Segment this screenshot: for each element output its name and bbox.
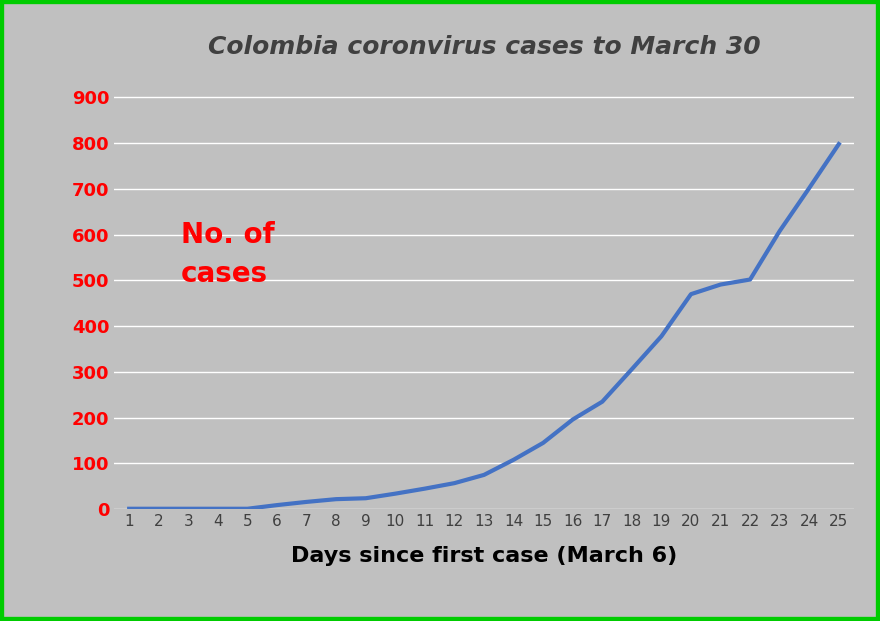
- Text: cases: cases: [181, 260, 268, 289]
- X-axis label: Days since first case (March 6): Days since first case (March 6): [291, 546, 677, 566]
- Title: Colombia coronvirus cases to March 30: Colombia coronvirus cases to March 30: [208, 35, 760, 59]
- Text: No. of: No. of: [181, 221, 275, 250]
